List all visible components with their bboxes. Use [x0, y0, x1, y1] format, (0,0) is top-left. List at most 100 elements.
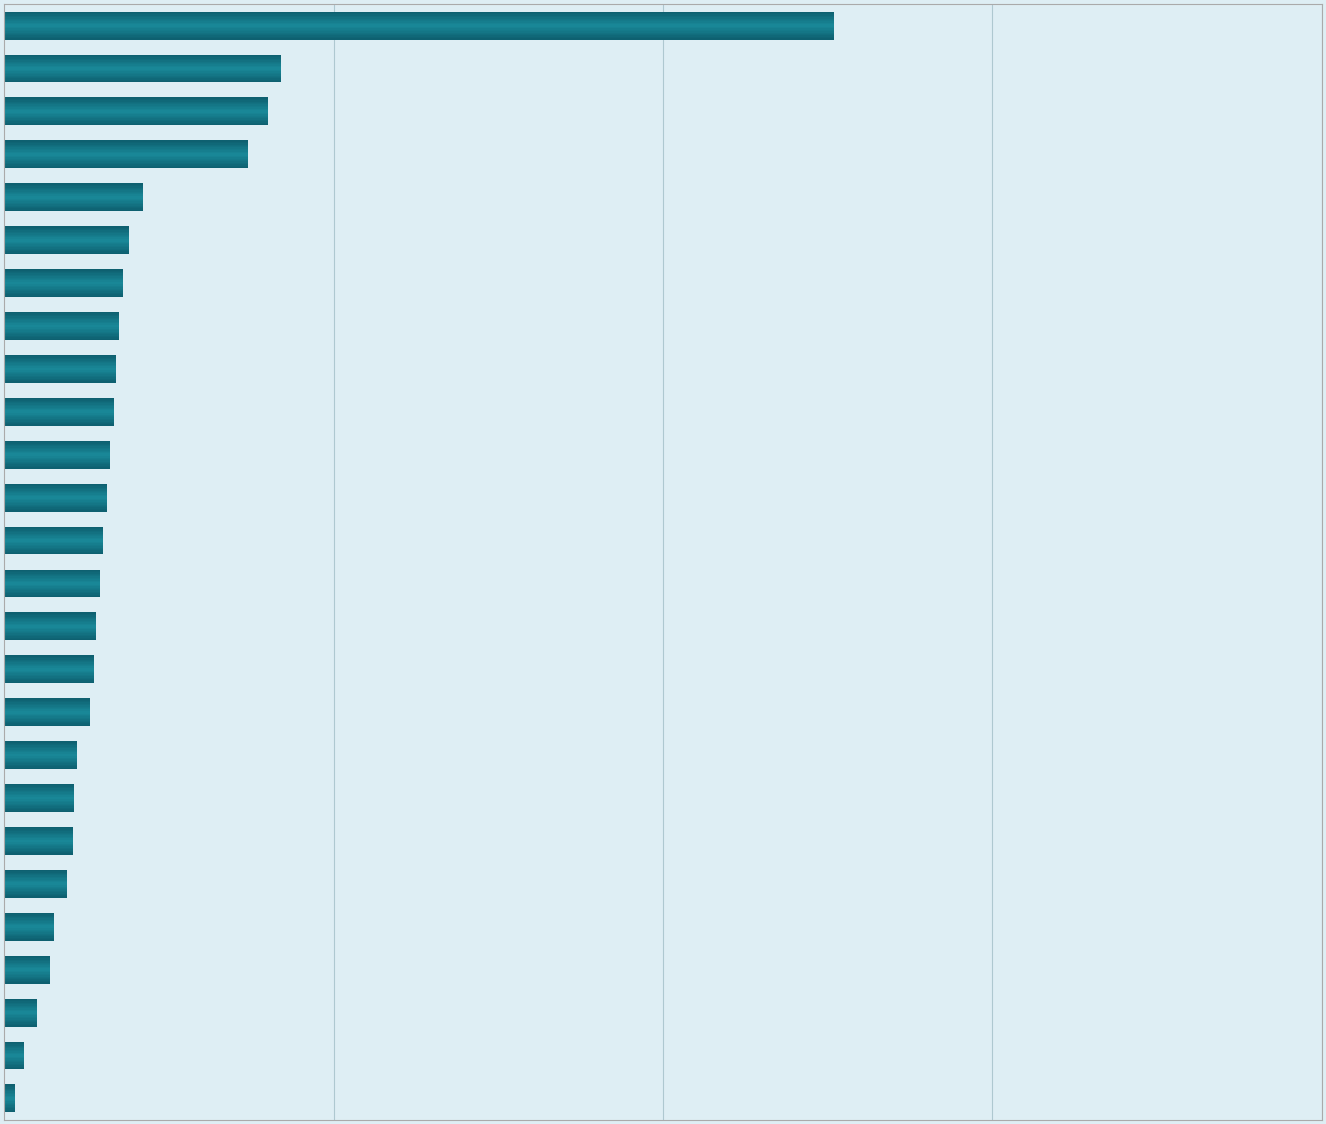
- Bar: [4, 31, 834, 33]
- Bar: [4, 140, 248, 142]
- Bar: [4, 410, 114, 411]
- Bar: [4, 656, 94, 659]
- Bar: [4, 106, 268, 107]
- Bar: [4, 164, 248, 165]
- Bar: [4, 417, 114, 419]
- Bar: [4, 786, 74, 787]
- Bar: [4, 668, 94, 669]
- Bar: [4, 716, 90, 718]
- Bar: [4, 498, 107, 499]
- Bar: [4, 758, 77, 760]
- Bar: [4, 842, 73, 844]
- Bar: [4, 831, 73, 833]
- Bar: [4, 316, 119, 318]
- Bar: [4, 1024, 37, 1025]
- Bar: [4, 835, 73, 836]
- Bar: [4, 715, 90, 716]
- Bar: [4, 881, 68, 882]
- Bar: [4, 714, 90, 715]
- Bar: [4, 665, 94, 667]
- Bar: [4, 827, 73, 828]
- Bar: [4, 699, 90, 701]
- Bar: [4, 896, 68, 898]
- Bar: [4, 713, 90, 714]
- Bar: [4, 917, 54, 918]
- Bar: [4, 937, 54, 940]
- Bar: [4, 659, 94, 660]
- Bar: [4, 241, 130, 242]
- Bar: [4, 187, 142, 188]
- Bar: [4, 536, 103, 537]
- Bar: [4, 184, 142, 187]
- Bar: [4, 399, 114, 400]
- Bar: [4, 922, 54, 923]
- Bar: [4, 1090, 15, 1091]
- Bar: [4, 592, 101, 593]
- Bar: [4, 109, 268, 110]
- Bar: [4, 1097, 15, 1098]
- Bar: [4, 540, 103, 541]
- Bar: [4, 207, 142, 208]
- Bar: [4, 961, 50, 962]
- Bar: [4, 546, 103, 547]
- Bar: [4, 447, 110, 450]
- Bar: [4, 357, 117, 360]
- Bar: [4, 121, 268, 123]
- Bar: [4, 1042, 24, 1043]
- Bar: [4, 584, 101, 587]
- Bar: [4, 76, 281, 79]
- Bar: [4, 1107, 15, 1108]
- Bar: [4, 202, 142, 205]
- Bar: [4, 81, 281, 82]
- Bar: [4, 573, 101, 575]
- Bar: [4, 923, 54, 924]
- Bar: [4, 768, 77, 769]
- Bar: [4, 361, 117, 362]
- Bar: [4, 936, 54, 937]
- Bar: [4, 702, 90, 704]
- Bar: [4, 743, 77, 744]
- Bar: [4, 788, 74, 790]
- Bar: [4, 795, 74, 797]
- Bar: [4, 833, 73, 834]
- Bar: [4, 892, 68, 894]
- Bar: [4, 282, 123, 283]
- Bar: [4, 499, 107, 500]
- Bar: [4, 183, 142, 184]
- Bar: [4, 972, 50, 973]
- Bar: [4, 459, 110, 461]
- Bar: [4, 1013, 37, 1014]
- Bar: [4, 1102, 15, 1103]
- Bar: [4, 11, 834, 13]
- Bar: [4, 193, 142, 194]
- Bar: [4, 973, 50, 976]
- Bar: [4, 1003, 37, 1004]
- Bar: [4, 22, 834, 25]
- Bar: [4, 462, 110, 463]
- Bar: [4, 883, 68, 886]
- Bar: [4, 71, 281, 73]
- Bar: [4, 157, 248, 158]
- Bar: [4, 196, 142, 198]
- Bar: [4, 55, 281, 56]
- Bar: [4, 507, 107, 509]
- Bar: [4, 325, 119, 326]
- Bar: [4, 678, 94, 679]
- Bar: [4, 960, 50, 961]
- Bar: [4, 116, 268, 117]
- Bar: [4, 553, 103, 554]
- Bar: [4, 1063, 24, 1066]
- Bar: [4, 955, 50, 958]
- Bar: [4, 274, 123, 277]
- Bar: [4, 1015, 37, 1017]
- Bar: [4, 940, 54, 941]
- Bar: [4, 69, 281, 70]
- Bar: [4, 487, 107, 488]
- Bar: [4, 803, 74, 804]
- Bar: [4, 1000, 37, 1001]
- Bar: [4, 291, 123, 293]
- Bar: [4, 495, 107, 496]
- Bar: [4, 153, 248, 154]
- Bar: [4, 674, 94, 677]
- Bar: [4, 888, 68, 889]
